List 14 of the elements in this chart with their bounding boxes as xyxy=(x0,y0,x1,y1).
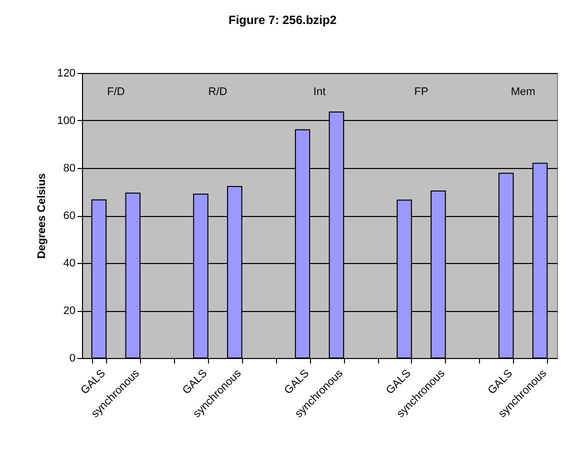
y-tick-label: 80 xyxy=(63,162,76,174)
annotation: Int xyxy=(313,86,326,98)
annotation: F/D xyxy=(107,86,125,98)
y-tick-label: 0 xyxy=(69,352,76,364)
y-tick-label: 120 xyxy=(57,68,76,80)
annotation: Mem xyxy=(510,86,536,98)
y-tick-label: 60 xyxy=(63,210,76,222)
annotation: R/D xyxy=(208,86,228,98)
annotation: FP xyxy=(414,86,428,98)
y-tick-label: 100 xyxy=(57,115,76,127)
y-tick-label: 20 xyxy=(63,305,76,317)
y-tick-label: 40 xyxy=(63,258,76,270)
chart-title: Figure 7: 256.bzip2 xyxy=(228,13,337,27)
y-axis-title: Degrees Celsius xyxy=(36,173,48,259)
